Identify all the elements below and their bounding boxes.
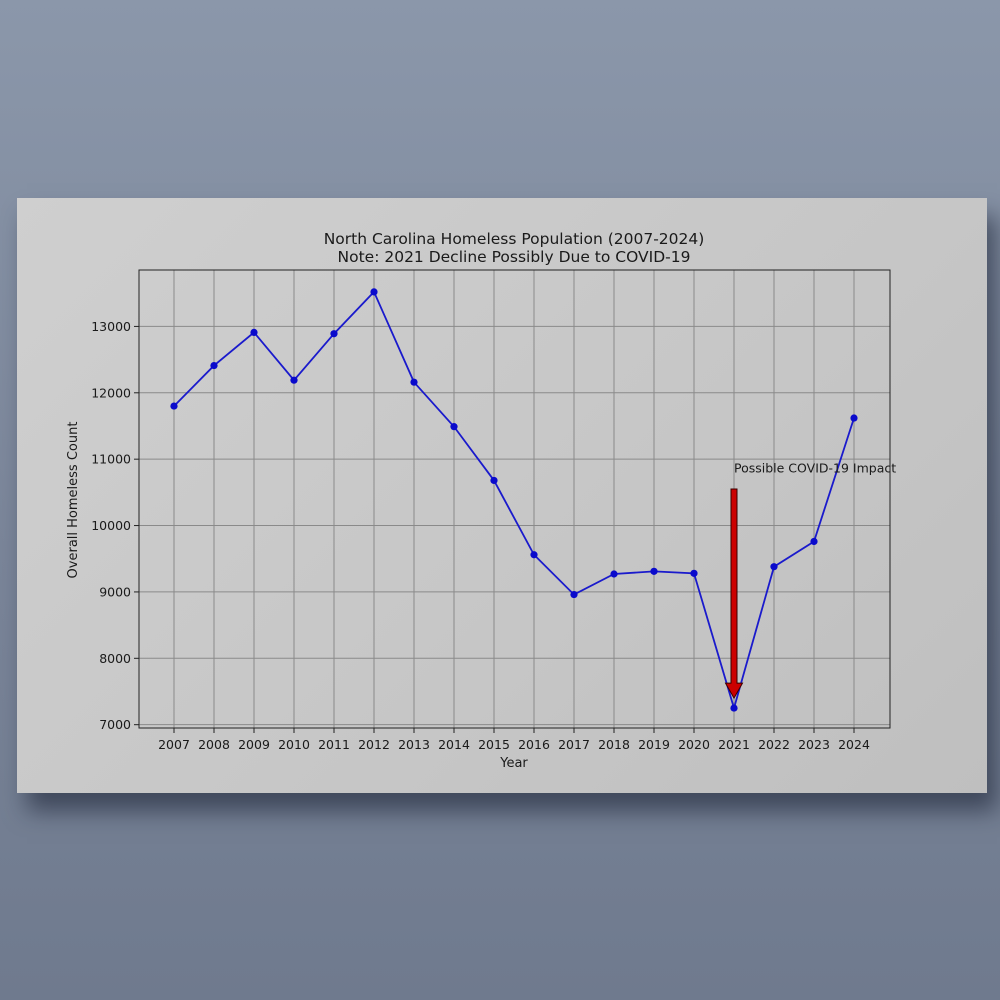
annotation-arrow [724, 488, 744, 700]
data-point [650, 567, 658, 575]
data-point [850, 414, 858, 422]
x-tick-label: 2008 [198, 737, 230, 752]
y-tick-label: 10000 [91, 518, 131, 533]
covid-arrow [724, 488, 744, 700]
data-point [810, 537, 818, 546]
data-point [210, 361, 218, 370]
x-tick-label: 2017 [558, 737, 590, 752]
series-line [173, 290, 855, 712]
x-tick-label: 2015 [478, 737, 510, 752]
x-tick-label: 2018 [598, 737, 630, 752]
data-point [450, 423, 458, 431]
data-markers [170, 288, 858, 712]
data-point [330, 330, 338, 338]
x-tick-label: 2016 [518, 737, 550, 752]
y-axis-label: Overall Homeless Count [66, 422, 81, 579]
data-point [250, 328, 258, 336]
y-tick-label: 13000 [91, 319, 131, 334]
grid [139, 270, 890, 728]
annotation-label: Possible COVID-19 Impact [734, 460, 896, 475]
x-tick-label: 2019 [638, 737, 670, 752]
line-chart: North Carolina Homeless Population (2007… [66, 230, 896, 771]
data-point [530, 551, 538, 559]
tick-labels: 2007 2008 2009 2010 2011 2012 2013 2014 2015 2016… [91, 319, 870, 752]
x-tick-label: 2021 [718, 737, 750, 752]
y-tick-label: 9000 [99, 584, 131, 599]
data-point [410, 378, 418, 386]
data-point [570, 590, 578, 599]
plot-frame [138, 269, 891, 729]
x-tick-label: 2014 [438, 737, 470, 752]
x-tick-label: 2022 [758, 737, 790, 752]
data-point [770, 563, 778, 571]
chart-title: North Carolina Homeless Population (2007… [324, 230, 705, 248]
x-axis-label: Year [499, 756, 528, 771]
data-point [490, 476, 498, 485]
x-tick-label: 2020 [678, 737, 710, 752]
data-point [690, 569, 698, 577]
data-line [173, 290, 855, 712]
x-tick-label: 2010 [278, 737, 310, 752]
x-tick-label: 2012 [358, 737, 390, 752]
data-point [170, 402, 178, 410]
chart-card: North Carolina Homeless Population (2007… [17, 198, 987, 793]
chart-subtitle: Note: 2021 Decline Possibly Due to COVID… [338, 248, 691, 266]
y-tick-label: 7000 [99, 717, 131, 732]
x-tick-label: 2023 [798, 737, 830, 752]
data-point [730, 704, 738, 712]
x-tick-label: 2009 [238, 737, 270, 752]
x-tick-label: 2024 [838, 737, 870, 752]
x-tick-label: 2013 [398, 737, 430, 752]
y-tick-label: 11000 [91, 452, 131, 467]
data-point [370, 288, 378, 296]
x-tick-label: 2007 [158, 737, 190, 752]
data-point [290, 376, 298, 384]
y-tick-label: 12000 [91, 385, 131, 400]
y-tick-label: 8000 [99, 651, 131, 666]
data-point [610, 570, 618, 578]
x-tick-label: 2011 [318, 737, 350, 752]
